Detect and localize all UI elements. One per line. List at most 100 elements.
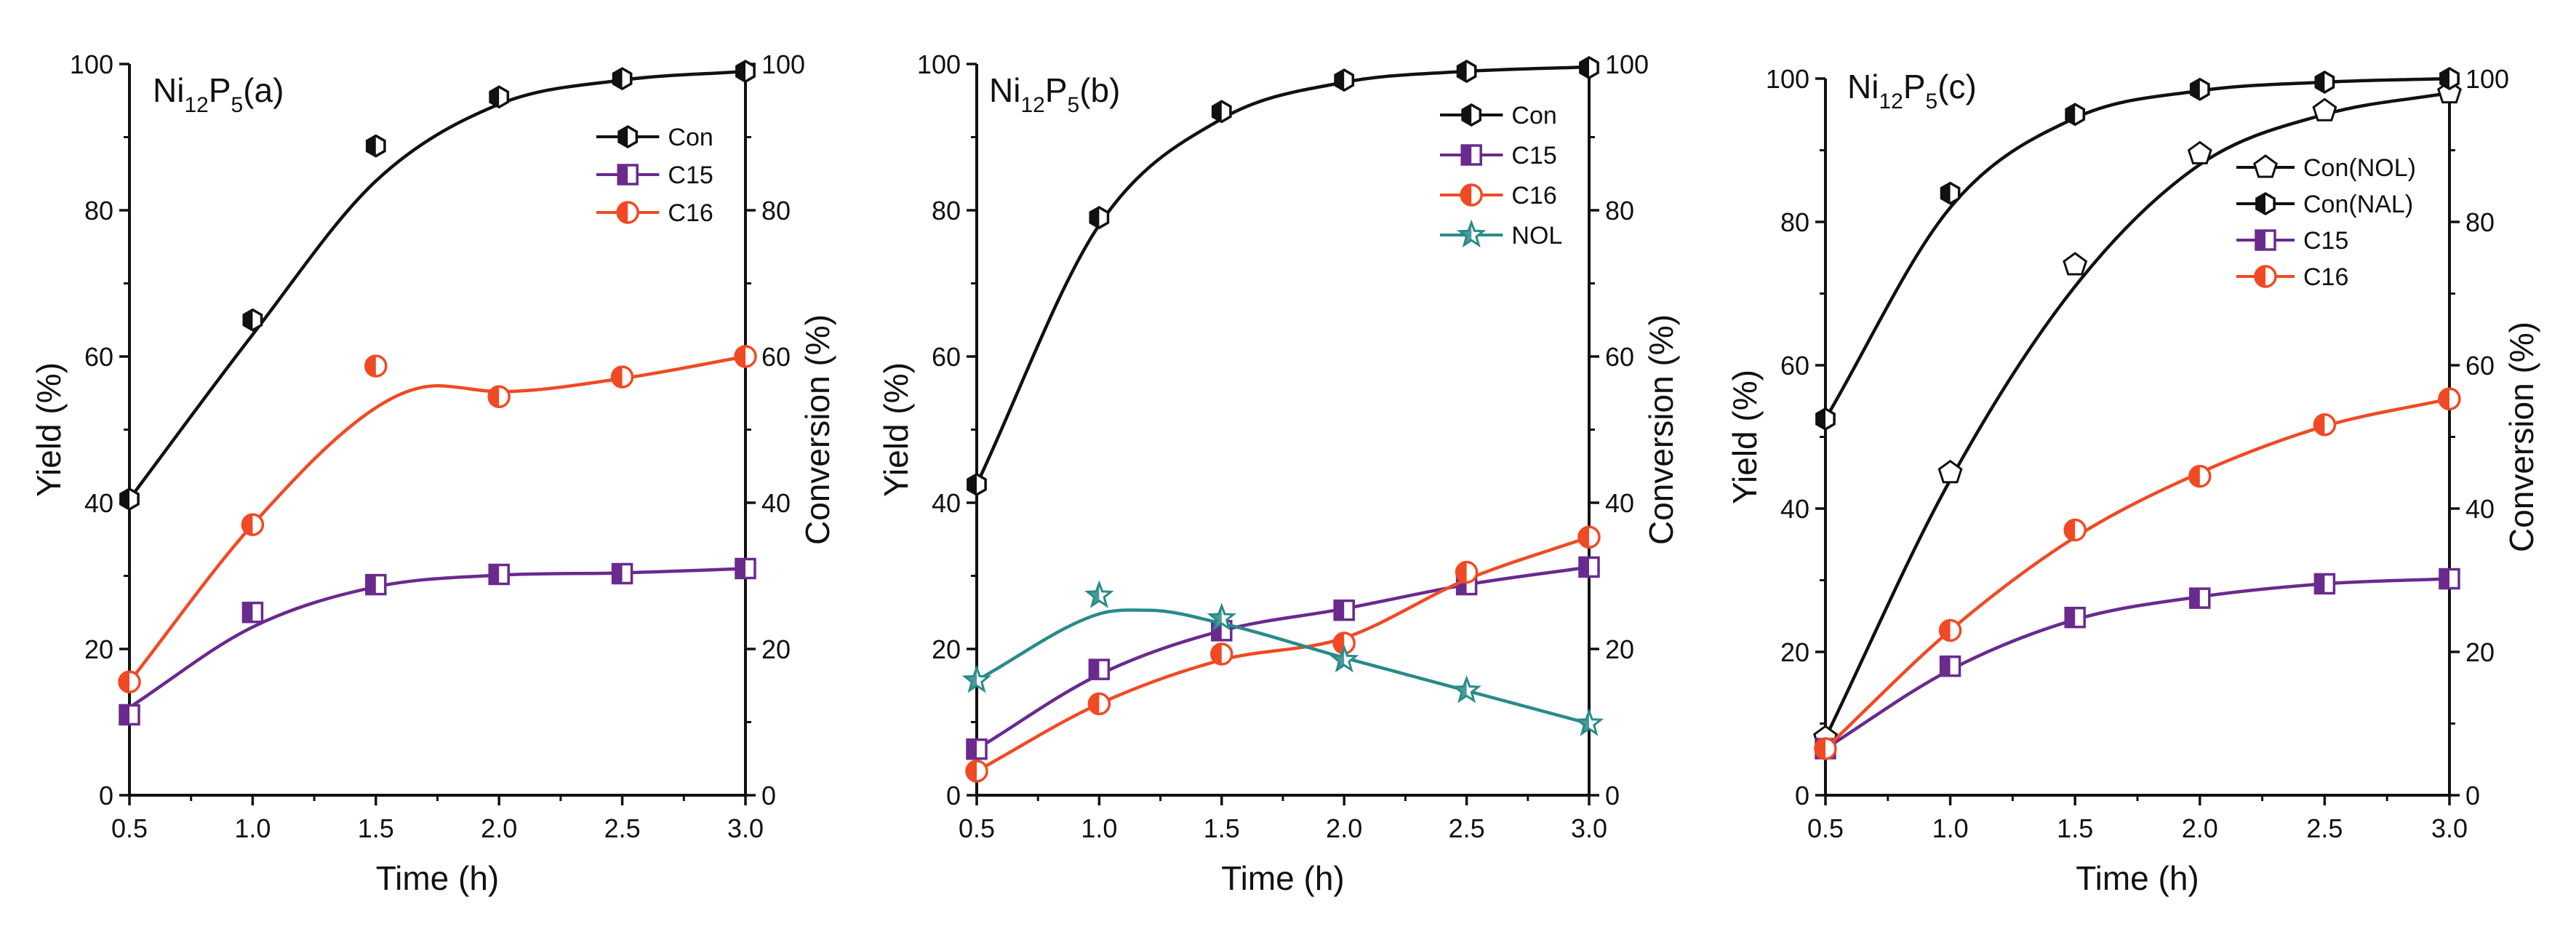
y-tick-label: 100 bbox=[1766, 64, 1809, 94]
data-point-fill bbox=[1211, 644, 1222, 665]
y2-tick-label: 100 bbox=[2465, 64, 2509, 94]
panel-label: Ni12P5(c) bbox=[1847, 68, 1977, 113]
data-point bbox=[1937, 459, 1963, 484]
y2-tick-label: 0 bbox=[761, 781, 776, 810]
y-tick-label: 60 bbox=[1780, 351, 1809, 381]
x-axis-title: Time (h) bbox=[2076, 859, 2199, 897]
legend-label: C15 bbox=[1511, 142, 1556, 170]
x-tick-label: 1.0 bbox=[234, 813, 271, 843]
panel-label-sub2: 5 bbox=[1068, 93, 1080, 117]
legend-label: NOL bbox=[1511, 222, 1562, 250]
series-c16: C16 bbox=[118, 199, 757, 693]
legend-marker-fill bbox=[2256, 231, 2265, 250]
y2-tick-label: 100 bbox=[761, 49, 805, 79]
panel-label: Ni12P5(b) bbox=[989, 71, 1120, 117]
legend-marker-fill bbox=[1461, 185, 1472, 205]
y-tick-label: 20 bbox=[84, 634, 113, 664]
data-point-fill bbox=[2315, 574, 2325, 594]
legend-marker-fill bbox=[1463, 105, 1472, 125]
data-point-fill bbox=[1940, 620, 1951, 641]
data-point-fill bbox=[613, 68, 623, 89]
y-tick-label: 20 bbox=[1780, 637, 1809, 667]
x-tick-label: 1.5 bbox=[2057, 813, 2093, 843]
data-point-fill bbox=[120, 488, 129, 509]
series-line bbox=[128, 567, 746, 709]
series-line bbox=[1824, 76, 2450, 421]
chart-panel-3: 0.5 1.0 1.5 2.0 2.5 3.0 0 20 40 60 80 100 0 20 40 60 80 1… bbox=[1726, 64, 2540, 897]
legend-marker-fill bbox=[1460, 223, 1472, 245]
y2-tick-label: 80 bbox=[2465, 207, 2495, 237]
data-point-fill bbox=[1815, 738, 1825, 759]
x-tick-label: 1.0 bbox=[1081, 813, 1117, 843]
y-tick-label: 100 bbox=[70, 49, 113, 79]
data-point-fill bbox=[1816, 408, 1825, 429]
y-axis-title: Yield (%) bbox=[877, 362, 915, 497]
y-tick-label: 60 bbox=[84, 342, 113, 372]
data-point-fill bbox=[1090, 207, 1100, 228]
data-point-fill bbox=[243, 602, 253, 622]
y2-tick-label: 40 bbox=[1605, 488, 1634, 518]
y2-tick-label: 0 bbox=[2465, 781, 2480, 810]
data-point-fill bbox=[1577, 711, 1589, 734]
data-point-fill bbox=[1087, 583, 1100, 606]
data-point-fill bbox=[366, 575, 376, 594]
panel-label-sub1: 12 bbox=[1879, 89, 1903, 113]
x-axis-title: Time (h) bbox=[1221, 859, 1345, 897]
x-tick-label: 0.5 bbox=[111, 813, 148, 843]
data-point-fill bbox=[1941, 183, 1951, 204]
panel-label-tail: (c) bbox=[1937, 68, 1977, 105]
x-tick-label: 0.5 bbox=[1807, 813, 1844, 843]
y-axis-title: Yield (%) bbox=[30, 362, 68, 497]
legend-marker-fill bbox=[619, 127, 628, 147]
data-point-fill bbox=[612, 367, 623, 388]
y-tick-label: 60 bbox=[932, 342, 961, 372]
x-tick-label: 0.5 bbox=[959, 813, 995, 843]
x-tick-label: 1.5 bbox=[1204, 813, 1240, 843]
series-line bbox=[975, 535, 1590, 773]
data-point-fill bbox=[1209, 605, 1222, 629]
y-tick-label: 40 bbox=[84, 488, 113, 518]
x-tick-label: 1.0 bbox=[1932, 813, 1969, 843]
data-point-fill bbox=[244, 309, 253, 330]
data-point-fill bbox=[119, 672, 129, 693]
y-tick-label: 80 bbox=[84, 196, 113, 226]
legend-label: Con(NOL) bbox=[2303, 154, 2416, 182]
series-c15: C15 bbox=[966, 142, 1600, 760]
data-point bbox=[2187, 140, 2212, 164]
y2-tick-label: 60 bbox=[761, 342, 791, 372]
legend-label: Con bbox=[668, 124, 713, 151]
x-tick-label: 3.0 bbox=[2431, 813, 2468, 843]
data-point-fill bbox=[365, 356, 376, 377]
panel-label-main: Ni bbox=[1847, 68, 1879, 105]
data-point-fill bbox=[489, 386, 500, 407]
data-point-fill bbox=[735, 346, 745, 367]
data-point-fill bbox=[1089, 693, 1100, 714]
data-point-fill bbox=[2440, 68, 2449, 89]
x-tick-label: 2.5 bbox=[2306, 813, 2343, 843]
y2-tick-label: 20 bbox=[761, 634, 791, 664]
legend-marker-fill bbox=[2255, 266, 2265, 287]
data-point bbox=[2063, 252, 2088, 276]
data-point-fill bbox=[2066, 104, 2076, 125]
x-tick-label: 2.0 bbox=[1326, 813, 1362, 843]
legend-marker-fill bbox=[618, 165, 628, 184]
panel-label-tail: (a) bbox=[243, 71, 284, 109]
panel-label-mid: P bbox=[1903, 68, 1926, 105]
panel-label-main: Ni bbox=[153, 71, 184, 109]
legend-marker-fill bbox=[1462, 146, 1472, 164]
legend-label: C15 bbox=[2303, 227, 2348, 255]
data-point-fill bbox=[1457, 61, 1467, 82]
data-point-fill bbox=[2065, 608, 2076, 627]
y2-tick-label: 40 bbox=[2465, 494, 2495, 524]
data-point-fill bbox=[120, 705, 129, 725]
data-point-fill bbox=[2440, 569, 2449, 589]
y2-tick-label: 20 bbox=[1605, 634, 1634, 664]
y2-axis-title: Conversion (%) bbox=[1642, 314, 1680, 545]
legend-marker bbox=[2253, 154, 2278, 178]
x-tick-label: 3.0 bbox=[727, 813, 764, 843]
y-tick-label: 0 bbox=[1795, 781, 1809, 810]
x-tick-label: 2.5 bbox=[1449, 813, 1485, 843]
series-line bbox=[975, 608, 1590, 725]
